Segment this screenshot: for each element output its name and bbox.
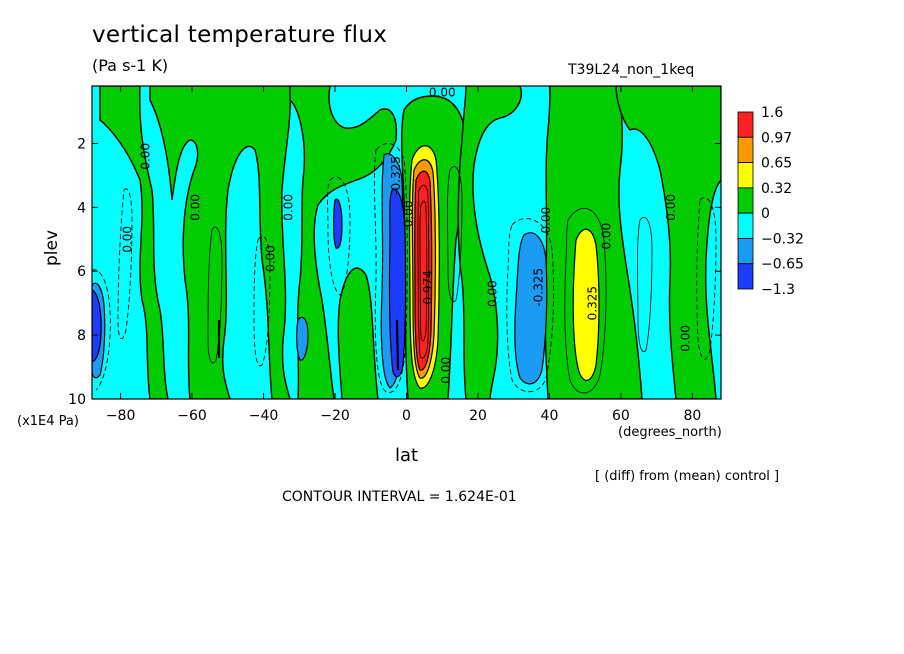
colorbar-label: 0.65 <box>761 156 792 172</box>
region-negative-medium <box>514 232 548 385</box>
plot-area <box>92 86 721 399</box>
y-tick-label: 10 <box>68 392 86 408</box>
colorbar-label: −1.3 <box>761 282 795 298</box>
contour-interval: CONTOUR INTERVAL = 1.624E-01 <box>282 489 517 505</box>
contour-label: 0.00 <box>282 194 296 221</box>
x-axis: −80 −60 −40 −20 0 20 40 60 80 <box>106 86 701 424</box>
region-negative-strong <box>333 198 343 249</box>
region-positive-small <box>457 86 522 399</box>
colorbar-swatch <box>737 263 754 290</box>
colorbar-label: −0.65 <box>761 257 804 273</box>
run-name: T39L24_non_1keq <box>568 62 695 78</box>
colorbar-swatch <box>737 136 754 163</box>
contour-line-negative <box>506 218 555 393</box>
contour-line-negative <box>696 197 717 360</box>
contour-line <box>637 216 653 352</box>
contour-line <box>447 166 463 302</box>
contour-label: 0.00 <box>121 226 135 253</box>
x-tick-label: −40 <box>249 408 279 424</box>
contour-label: 0.00 <box>189 194 203 221</box>
region-positive-small <box>99 86 169 399</box>
region-negative-strong <box>92 289 102 363</box>
contour-line-negative <box>373 143 408 394</box>
contour-label: 0.974 <box>421 270 435 304</box>
colorbar-legend: 1.6 0.97 0.65 0.32 0 −0.32 −0.65 −1.3 <box>737 105 804 298</box>
x-tick-label: 0 <box>402 408 411 424</box>
contour-label: -0.325 <box>532 268 546 307</box>
y-tick-label: 8 <box>77 328 86 344</box>
contour-label: 0.00 <box>429 85 456 99</box>
y-tick-label: 6 <box>77 264 86 280</box>
x-tick-label: −20 <box>320 408 350 424</box>
colorbar-swatch <box>737 187 754 214</box>
contour-label: 0.325 <box>585 286 599 320</box>
contour-label: 0.00 <box>539 207 553 234</box>
x-tick-label: −60 <box>177 408 207 424</box>
contour-labels: 0.00 0.00 0.00 0.00 0.00 0.00 -0.325 0.00 0.974 0… <box>121 85 693 383</box>
contour-line-negative <box>327 176 351 296</box>
contour-label: 0.00 <box>678 325 692 352</box>
contour-label: -0.325 <box>389 156 403 195</box>
contour-label: 0.00 <box>664 194 678 221</box>
contour-line <box>207 226 223 364</box>
colorbar-label: 0 <box>761 206 770 222</box>
x-axis-unit: (degrees_north) <box>618 425 722 440</box>
colorbar-swatch <box>737 111 754 138</box>
x-tick-label: −80 <box>106 408 136 424</box>
contour-line-negative <box>117 188 133 340</box>
region-negative-strong <box>388 188 407 378</box>
contour-line <box>417 184 430 359</box>
x-tick-label: 20 <box>469 408 487 424</box>
diff-note: [ (diff) from (mean) control ] <box>595 469 780 484</box>
colorbar-label: 0.97 <box>761 130 792 146</box>
x-tick-label: 80 <box>683 408 701 424</box>
contour-line-negative <box>253 235 271 367</box>
colorbar-swatch <box>737 238 754 265</box>
contour-line <box>564 208 607 394</box>
x-axis-label: lat <box>395 445 419 466</box>
contour-line <box>419 200 428 342</box>
contour-line <box>395 319 400 371</box>
y-tick-label: 4 <box>77 200 86 216</box>
chart-title: vertical temperature flux <box>92 22 388 48</box>
y-tick-label: 2 <box>77 136 86 152</box>
y-axis: 2 4 6 8 10 <box>68 136 721 408</box>
colorbar-label: 0.32 <box>761 181 792 197</box>
chart-units: (Pa s-1 K) <box>92 56 169 75</box>
colorbar-label: 1.6 <box>761 105 783 121</box>
region-positive-medium <box>572 228 600 381</box>
x-tick-label: 40 <box>541 408 559 424</box>
region-positive-small <box>337 267 379 399</box>
contour-label: 0.00 <box>485 280 499 307</box>
x-tick-label: 60 <box>612 408 630 424</box>
contour-label: 0.00 <box>401 200 415 227</box>
contour-label: 0.00 <box>439 357 453 384</box>
contour-label: 0.00 <box>264 245 278 272</box>
colorbar-swatch <box>737 212 754 239</box>
colorbar-swatch <box>737 162 754 189</box>
y-axis-unit: (x1E4 Pa) <box>17 414 79 429</box>
contour-label: 0.00 <box>139 143 153 170</box>
region-positive-small <box>149 86 292 399</box>
contour-label: 0.00 <box>600 223 614 250</box>
region-positive-small <box>615 86 721 399</box>
region-negative-medium <box>296 316 309 361</box>
contour-line-negative <box>92 269 111 391</box>
region-positive-small <box>289 86 398 399</box>
colorbar-label: −0.32 <box>761 231 804 247</box>
